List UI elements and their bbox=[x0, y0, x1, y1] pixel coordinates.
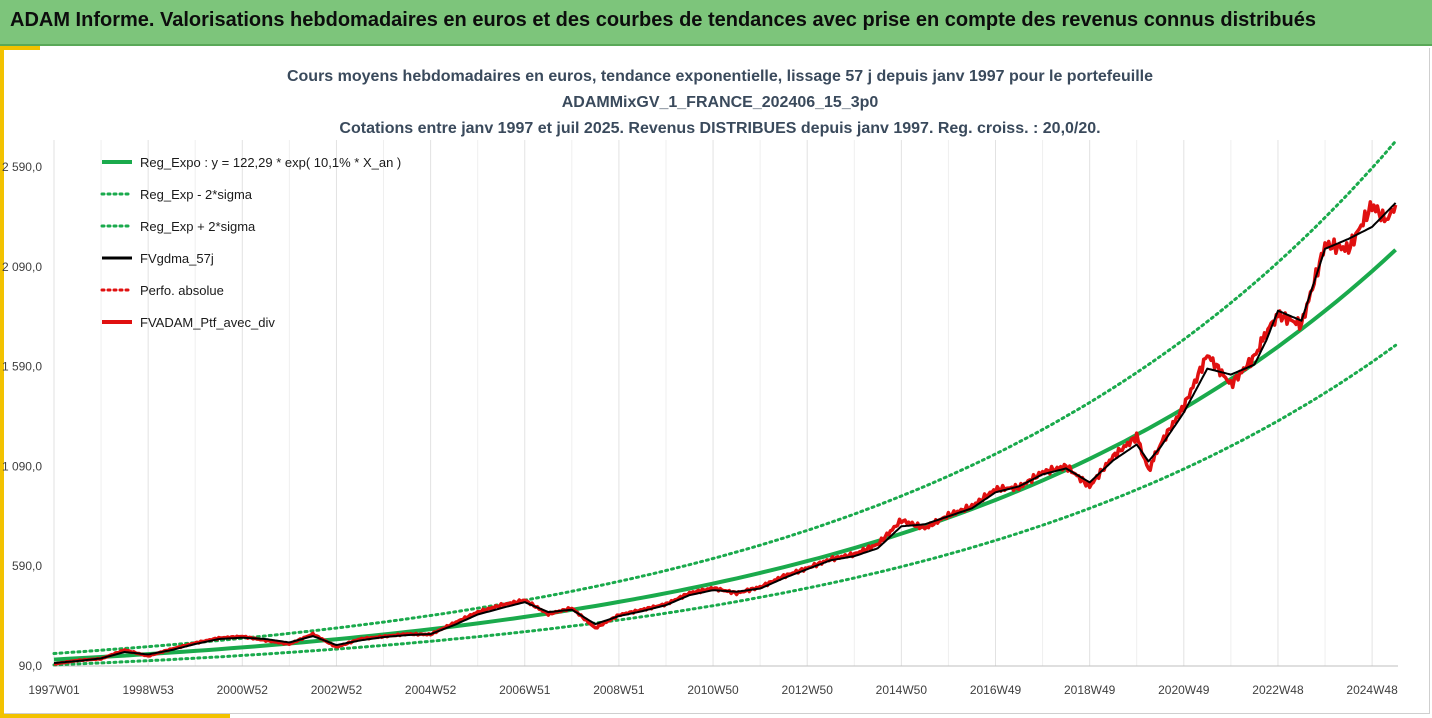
x-tick-label: 2016W49 bbox=[970, 683, 1022, 697]
x-tick-label: 2012W50 bbox=[782, 683, 834, 697]
x-tick-label: 2008W51 bbox=[593, 683, 645, 697]
x-tick-label: 2006W51 bbox=[499, 683, 551, 697]
y-tick-label: 1 090,0 bbox=[2, 459, 42, 473]
legend-label: Perfo. absolue bbox=[140, 283, 224, 298]
x-tick-label: 2000W52 bbox=[217, 683, 269, 697]
y-tick-label: 2 590,0 bbox=[2, 160, 42, 174]
y-tick-label: 1 590,0 bbox=[2, 360, 42, 374]
accent-bar-bottom bbox=[0, 713, 230, 718]
chart-title-line-1: Cours moyens hebdomadaires en euros, ten… bbox=[287, 68, 1153, 85]
series-fvadam-ptf-avec-div bbox=[53, 200, 1398, 666]
x-tick-label: 1997W01 bbox=[28, 683, 80, 697]
series-reg-plus-2sigma bbox=[52, 139, 1398, 655]
accent-bar-top bbox=[0, 46, 40, 50]
report-title: ADAM Informe. Valorisations hebdomadaire… bbox=[10, 9, 1316, 31]
y-tick-label: 2 090,0 bbox=[2, 260, 42, 274]
x-tick-label: 1998W53 bbox=[122, 683, 174, 697]
x-tick-label: 2020W49 bbox=[1158, 683, 1210, 697]
legend-label: Reg_Exp - 2*sigma bbox=[140, 187, 253, 202]
series-reg-minus-2sigma bbox=[52, 343, 1398, 667]
x-tick-label: 2002W52 bbox=[311, 683, 363, 697]
legend-label: Reg_Exp + 2*sigma bbox=[140, 219, 256, 234]
x-tick-label: 2018W49 bbox=[1064, 683, 1116, 697]
legend-label: FVgdma_57j bbox=[140, 251, 214, 266]
series-fvgdma-57j bbox=[53, 202, 1397, 664]
y-tick-label: 90,0 bbox=[19, 659, 43, 673]
y-tick-label: 590,0 bbox=[12, 559, 42, 573]
chart-legend: Reg_Expo : y = 122,29 * exp( 10,1% * X_a… bbox=[100, 155, 401, 330]
axis-layer: 1997W01 1998W53 2000W52 2002W52 2004W52 2006W… bbox=[2, 160, 1398, 697]
chart-title: Cours moyens hebdomadaires en euros, ten… bbox=[287, 68, 1153, 137]
x-tick-label: 2024W48 bbox=[1346, 683, 1398, 697]
legend-label: FVADAM_Ptf_avec_div bbox=[140, 315, 275, 330]
series-reg-expo bbox=[53, 248, 1397, 662]
chart-title-line-2: ADAMMixGV_1_FRANCE_202406_15_3p0 bbox=[562, 94, 879, 111]
series-layer bbox=[52, 139, 1398, 667]
x-tick-label: 2022W48 bbox=[1252, 683, 1304, 697]
x-tick-label: 2014W50 bbox=[876, 683, 928, 697]
chart-frame bbox=[4, 48, 1430, 714]
x-tick-label: 2004W52 bbox=[405, 683, 457, 697]
legend-label: Reg_Expo : y = 122,29 * exp( 10,1% * X_a… bbox=[140, 155, 401, 170]
report-banner: ADAM Informe. Valorisations hebdomadaire… bbox=[0, 0, 1432, 46]
x-tick-label: 2010W50 bbox=[687, 683, 739, 697]
chart-title-line-3: Cotations entre janv 1997 et juil 2025. … bbox=[339, 120, 1100, 137]
accent-bar-left bbox=[0, 46, 4, 716]
